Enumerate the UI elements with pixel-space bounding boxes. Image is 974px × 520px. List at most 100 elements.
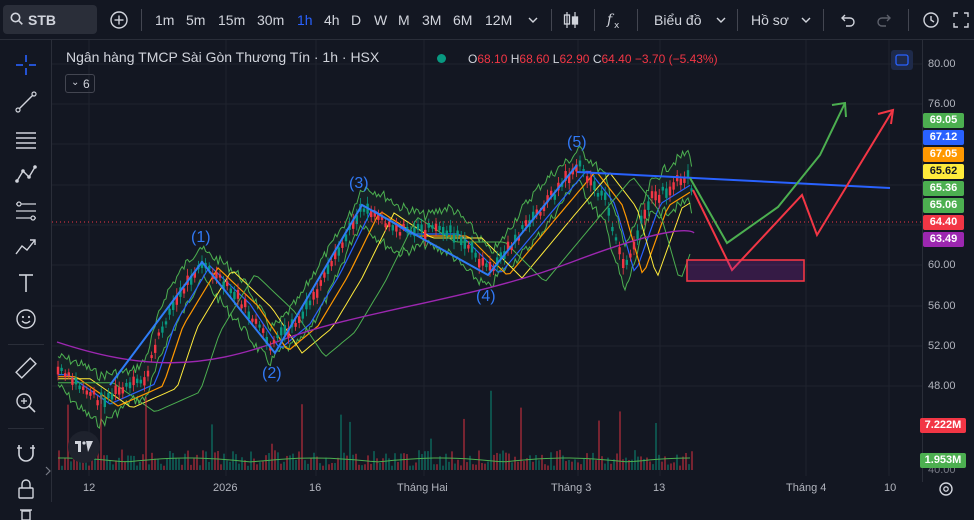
volume-bar — [538, 460, 540, 470]
volume-bar — [163, 465, 165, 470]
volume-bar — [118, 457, 120, 470]
candle-body — [262, 328, 265, 333]
volume-bar — [622, 459, 624, 470]
time-axis-label: Tháng 3 — [551, 482, 592, 494]
price-chart[interactable] — [52, 40, 922, 502]
volume-bar — [169, 451, 171, 470]
candle-body — [128, 382, 132, 389]
wave-label-4: (4) — [476, 288, 496, 305]
replay-icon[interactable] — [920, 9, 942, 31]
chevron-down-icon[interactable] — [710, 9, 732, 31]
pattern-icon[interactable] — [13, 161, 39, 187]
volume-bar — [655, 423, 657, 470]
volume-bar — [304, 460, 306, 470]
volume-bar — [457, 459, 459, 470]
candle-body — [287, 327, 290, 338]
candle-body — [337, 247, 340, 256]
volume-bar — [610, 463, 612, 470]
timeframe-5m[interactable]: 5m — [186, 12, 206, 28]
volume-bar — [535, 455, 537, 470]
lock-icon[interactable] — [13, 476, 39, 502]
timeframe-4h[interactable]: 4h — [324, 12, 340, 28]
candle-body — [125, 382, 128, 387]
indicators-icon[interactable]: f x — [604, 9, 626, 31]
screenshot-icon — [895, 54, 909, 66]
volume-bar — [268, 453, 270, 470]
volume-bar — [388, 458, 390, 470]
indicators-toggle[interactable]: ⌄ 6 — [65, 74, 95, 93]
volume-bar — [307, 463, 309, 470]
time-axis-label: 10 — [884, 482, 897, 494]
ruler-icon[interactable] — [13, 355, 39, 381]
price-axis-label: 48.00 — [928, 380, 956, 392]
timeframe-15m[interactable]: 15m — [218, 12, 246, 28]
profile-menu[interactable]: Hồ sơ — [751, 12, 789, 28]
candle-body — [463, 238, 466, 249]
candle-body — [449, 225, 452, 233]
volume-bar — [445, 453, 447, 470]
bollinger-upper — [57, 145, 693, 382]
screenshot-button[interactable] — [891, 50, 913, 70]
candle-body — [78, 385, 81, 390]
timeframe-w[interactable]: W — [374, 12, 388, 28]
volume-bar — [301, 404, 303, 470]
symbol-search[interactable]: STB — [3, 5, 97, 34]
volume-bar — [217, 451, 219, 470]
forecast-icon[interactable] — [13, 234, 39, 260]
text-icon[interactable] — [13, 270, 39, 296]
volume-bar — [160, 463, 162, 470]
volume-bar — [85, 461, 87, 470]
timeframe-d[interactable]: D — [351, 12, 362, 28]
volume-bar — [631, 459, 633, 470]
candle-body — [427, 222, 430, 228]
crosshair-icon[interactable] — [13, 52, 39, 78]
add-symbol-icon[interactable] — [108, 9, 130, 31]
timeframe-30m[interactable]: 30m — [257, 12, 285, 28]
zoom-icon[interactable] — [13, 390, 39, 416]
chevron-down-icon[interactable] — [795, 9, 817, 31]
timeframe-1m[interactable]: 1m — [155, 12, 175, 28]
chart-type-menu[interactable]: Biểu đồ — [654, 12, 702, 28]
volume-bar — [433, 464, 435, 470]
settings-icon[interactable] — [937, 480, 955, 498]
timeframe-dropdown-icon[interactable] — [522, 9, 544, 31]
candle-body — [510, 245, 513, 250]
candle-body — [139, 379, 142, 384]
volume-bar — [418, 450, 420, 470]
timeframe-3m[interactable]: 3M — [422, 12, 442, 28]
trash-icon[interactable] — [16, 508, 36, 520]
volume-bar — [562, 455, 564, 470]
candle-body — [398, 232, 402, 236]
volume-bar — [685, 453, 687, 470]
volume-bar — [220, 464, 222, 470]
emoji-icon[interactable] — [13, 306, 39, 332]
horizontal-lines-icon[interactable] — [13, 126, 39, 152]
candle-body — [470, 242, 474, 253]
volume-bar — [349, 421, 351, 470]
magnet-icon[interactable] — [13, 440, 39, 466]
timeframe-6m[interactable]: 6M — [453, 12, 473, 28]
volume-bar — [586, 453, 588, 470]
redo-icon[interactable] — [874, 9, 896, 31]
candle-body — [679, 178, 682, 186]
candle-body — [496, 257, 499, 267]
volume-bar — [166, 458, 168, 470]
timeframe-m[interactable]: M — [398, 12, 410, 28]
trend-line-icon[interactable] — [13, 89, 39, 115]
candle-body — [341, 242, 344, 248]
chevron-right-icon[interactable] — [44, 465, 52, 477]
timeframe-12m[interactable]: 12M — [485, 12, 513, 28]
candle-body — [60, 367, 63, 371]
volume-bar — [568, 460, 570, 470]
candle-body — [355, 215, 358, 225]
candles-icon[interactable] — [560, 9, 582, 31]
fullscreen-icon[interactable] — [950, 9, 972, 31]
price-axis-label: 76.00 — [928, 98, 956, 110]
undo-icon[interactable] — [836, 9, 858, 31]
candle-body — [600, 190, 603, 196]
volume-bar — [115, 460, 117, 470]
timeframe-1h[interactable]: 1h — [297, 12, 313, 28]
forecast-up-arrowhead — [831, 101, 847, 118]
fib-icon[interactable] — [13, 198, 39, 224]
price-axis[interactable] — [922, 40, 974, 482]
